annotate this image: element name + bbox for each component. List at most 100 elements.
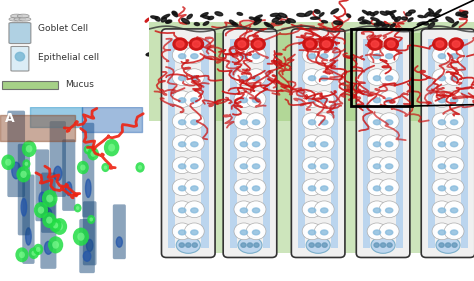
Circle shape [22, 140, 36, 157]
Ellipse shape [85, 179, 91, 198]
Circle shape [246, 223, 266, 240]
Circle shape [179, 243, 184, 247]
FancyBboxPatch shape [40, 201, 56, 269]
Circle shape [367, 37, 382, 48]
Circle shape [46, 217, 53, 224]
Circle shape [436, 41, 444, 47]
Ellipse shape [418, 58, 451, 118]
Circle shape [322, 243, 327, 247]
Circle shape [444, 135, 464, 151]
Circle shape [184, 91, 204, 108]
Circle shape [246, 135, 266, 151]
Circle shape [241, 243, 246, 247]
FancyBboxPatch shape [8, 111, 25, 197]
Ellipse shape [146, 51, 173, 56]
Ellipse shape [320, 164, 328, 169]
Ellipse shape [319, 13, 324, 16]
Ellipse shape [382, 24, 389, 28]
Circle shape [444, 47, 464, 64]
Circle shape [238, 41, 246, 47]
Ellipse shape [179, 164, 186, 169]
Ellipse shape [278, 13, 287, 17]
Bar [273, 33, 296, 253]
Circle shape [387, 243, 392, 247]
Ellipse shape [26, 228, 31, 245]
Circle shape [15, 247, 28, 262]
Circle shape [234, 69, 254, 85]
Circle shape [432, 91, 452, 108]
Circle shape [42, 190, 57, 207]
Ellipse shape [438, 208, 446, 213]
Ellipse shape [166, 21, 170, 23]
Ellipse shape [116, 237, 122, 247]
Ellipse shape [179, 186, 186, 191]
Ellipse shape [309, 208, 316, 213]
Ellipse shape [191, 98, 198, 103]
FancyBboxPatch shape [223, 29, 277, 257]
Circle shape [173, 201, 192, 218]
Circle shape [302, 47, 322, 64]
Ellipse shape [380, 12, 387, 15]
Circle shape [84, 145, 92, 154]
Ellipse shape [86, 239, 93, 251]
Ellipse shape [240, 164, 247, 169]
Ellipse shape [238, 237, 262, 253]
Ellipse shape [155, 17, 160, 21]
Ellipse shape [249, 17, 254, 19]
Ellipse shape [266, 23, 273, 28]
Ellipse shape [201, 13, 208, 17]
Ellipse shape [320, 208, 328, 213]
Bar [168, 38, 175, 248]
Circle shape [379, 157, 399, 174]
Circle shape [302, 113, 322, 130]
Ellipse shape [320, 98, 328, 103]
Circle shape [367, 47, 387, 64]
Circle shape [192, 41, 201, 47]
Bar [298, 38, 305, 248]
Ellipse shape [450, 76, 458, 81]
Ellipse shape [194, 23, 200, 26]
Circle shape [235, 38, 249, 50]
Ellipse shape [191, 142, 198, 147]
Ellipse shape [45, 241, 52, 254]
Ellipse shape [161, 18, 166, 22]
Circle shape [104, 166, 107, 169]
Ellipse shape [253, 208, 260, 213]
Ellipse shape [191, 76, 198, 81]
Circle shape [20, 171, 27, 178]
Bar [230, 38, 237, 248]
Ellipse shape [364, 59, 387, 104]
Circle shape [367, 135, 387, 151]
Circle shape [314, 135, 334, 151]
Ellipse shape [438, 76, 446, 81]
Circle shape [432, 69, 452, 85]
Circle shape [302, 179, 322, 196]
Circle shape [138, 165, 142, 170]
Circle shape [186, 243, 191, 247]
Circle shape [379, 47, 399, 64]
Circle shape [427, 37, 439, 47]
FancyBboxPatch shape [356, 29, 410, 257]
Ellipse shape [367, 12, 371, 15]
Circle shape [173, 135, 192, 151]
Ellipse shape [253, 76, 260, 81]
Ellipse shape [309, 76, 316, 81]
Ellipse shape [446, 17, 454, 22]
Ellipse shape [191, 54, 198, 59]
Ellipse shape [435, 10, 441, 15]
Circle shape [74, 204, 82, 212]
Circle shape [379, 201, 399, 218]
Circle shape [19, 251, 25, 258]
Circle shape [371, 41, 379, 47]
Ellipse shape [240, 98, 247, 103]
FancyBboxPatch shape [9, 23, 31, 44]
Ellipse shape [374, 142, 381, 147]
Ellipse shape [339, 27, 366, 79]
Ellipse shape [320, 230, 328, 235]
Circle shape [367, 91, 387, 108]
Bar [263, 38, 270, 248]
Ellipse shape [54, 166, 62, 181]
Ellipse shape [385, 54, 393, 59]
Ellipse shape [371, 18, 379, 21]
Ellipse shape [253, 120, 260, 125]
